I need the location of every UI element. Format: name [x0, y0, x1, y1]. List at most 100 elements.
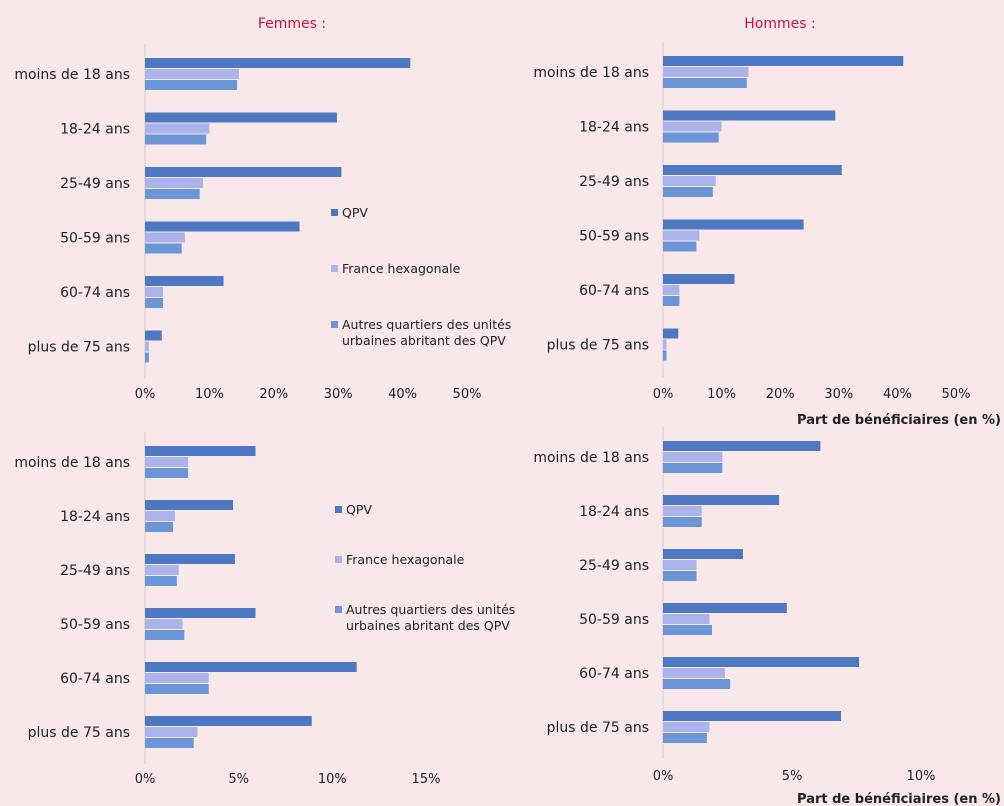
- bar-france-hexagonale: [663, 285, 680, 295]
- category-label: moins de 18 ans: [14, 455, 130, 471]
- bar-france-hexagonale: [145, 69, 240, 79]
- category-label: 18-24 ans: [579, 504, 649, 520]
- x-tick-label: 40%: [388, 387, 417, 402]
- x-tick-label: 5%: [228, 772, 249, 787]
- bar-qpv: [145, 716, 312, 726]
- bar-france-hexagonale: [663, 668, 725, 678]
- category-label: 60-74 ans: [60, 285, 130, 301]
- bar-france-hexagonale: [145, 619, 183, 629]
- bar-autres-quartiers: [145, 352, 149, 363]
- bar-france-hexagonale: [145, 178, 203, 188]
- legends-layer: QPV France hexagonale Autres quartiers des…: [331, 205, 515, 633]
- category-label: plus de 75 ans: [28, 725, 130, 741]
- bar-autres-quartiers: [663, 463, 723, 473]
- x-tick-label: 10%: [707, 387, 736, 402]
- bar-france-hexagonale: [663, 176, 716, 186]
- bar-france-hexagonale: [145, 511, 175, 521]
- x-tick-label: 40%: [883, 387, 912, 402]
- category-label: 25-49 ans: [579, 558, 649, 574]
- bar-france-hexagonale: [663, 67, 749, 77]
- legend-label: France hexagonale: [346, 552, 465, 567]
- bar-autres-quartiers: [663, 350, 667, 361]
- bar-autres-quartiers: [145, 630, 185, 640]
- legend: QPV France hexagonale Autres quartiers des…: [331, 205, 511, 348]
- bar-qpv: [663, 711, 842, 721]
- x-tick-label: 0%: [653, 769, 674, 784]
- x-tick-label: 10%: [195, 387, 224, 402]
- bar-qpv: [145, 500, 234, 510]
- bar-qpv: [663, 441, 821, 451]
- legend: QPV France hexagonale Autres quartiers des…: [335, 502, 515, 633]
- chart-bottom-right: moins de 18 ans 18-24 ans 25-49 ans 50-59 a…: [533, 427, 1001, 806]
- bar-qpv: [663, 110, 836, 121]
- bar-autres-quartiers: [663, 733, 707, 743]
- bar-qpv: [145, 276, 224, 286]
- bar-france-hexagonale: [663, 560, 697, 570]
- category-label: 50-59 ans: [579, 612, 649, 628]
- bar-autres-quartiers: [663, 679, 731, 689]
- bar-autres-quartiers: [663, 132, 719, 143]
- bar-autres-quartiers: [145, 522, 174, 532]
- category-label: plus de 75 ans: [547, 720, 649, 736]
- charts-layer: moins de 18 ans 18-24 ans 25-49 ans 50-59 a…: [14, 42, 1001, 806]
- category-label: 18-24 ans: [60, 122, 130, 138]
- x-axis-title: Part de bénéficiaires (en %): [797, 413, 1001, 428]
- chart-top-right: moins de 18 ans 18-24 ans 25-49 ans 50-59 a…: [533, 42, 1001, 428]
- bar-france-hexagonale: [145, 565, 179, 575]
- x-axis-title: Part de bénéficiaires (en %): [797, 792, 1001, 806]
- bar-france-hexagonale: [663, 506, 702, 516]
- bar-autres-quartiers: [663, 625, 713, 635]
- x-tick-label: 5%: [782, 769, 803, 784]
- x-tick-label: 30%: [824, 387, 853, 402]
- category-label: 50-59 ans: [60, 231, 130, 247]
- bar-france-hexagonale: [663, 339, 667, 350]
- x-tick-label: 20%: [766, 387, 795, 402]
- bar-france-hexagonale: [145, 123, 210, 134]
- x-tick-label: 10%: [907, 769, 936, 784]
- bar-france-hexagonale: [145, 341, 149, 352]
- category-label: 25-49 ans: [60, 563, 130, 579]
- bar-qpv: [663, 328, 679, 339]
- x-tick-label: 50%: [942, 387, 971, 402]
- category-label: 25-49 ans: [579, 174, 649, 190]
- bar-qpv: [145, 662, 357, 672]
- bar-france-hexagonale: [663, 614, 710, 624]
- category-label: 60-74 ans: [60, 671, 130, 687]
- bar-qpv: [663, 495, 780, 505]
- category-label: 60-74 ans: [579, 283, 649, 299]
- bar-qpv: [663, 219, 804, 230]
- bar-autres-quartiers: [145, 80, 238, 90]
- bar-autres-quartiers: [145, 738, 194, 748]
- bar-qpv: [145, 608, 256, 618]
- bar-france-hexagonale: [663, 121, 722, 132]
- header-men: Hommes :: [744, 16, 815, 32]
- bar-france-hexagonale: [145, 287, 164, 297]
- bar-qpv: [145, 330, 162, 341]
- bar-france-hexagonale: [145, 727, 198, 737]
- category-label: 18-24 ans: [60, 509, 130, 525]
- x-tick-label: 10%: [318, 772, 347, 787]
- bar-qpv: [145, 446, 256, 456]
- bar-autres-quartiers: [145, 468, 189, 478]
- x-tick-label: 20%: [259, 387, 288, 402]
- category-label: 25-49 ans: [60, 176, 130, 192]
- category-label: plus de 75 ans: [28, 340, 130, 356]
- bar-autres-quartiers: [663, 241, 697, 252]
- bar-qpv: [663, 165, 842, 175]
- x-tick-label: 15%: [412, 772, 441, 787]
- category-label: 18-24 ans: [579, 120, 649, 136]
- bar-qpv: [663, 549, 743, 559]
- x-tick-label: 0%: [135, 772, 156, 787]
- legend-label: urbaines abritant des QPV: [342, 333, 506, 348]
- bar-autres-quartiers: [663, 571, 697, 581]
- legend-label: Autres quartiers des unités: [342, 317, 511, 332]
- bar-france-hexagonale: [663, 452, 723, 462]
- chart-top-left: moins de 18 ans 18-24 ans 25-49 ans 50-59 a…: [14, 44, 481, 402]
- bar-autres-quartiers: [145, 298, 164, 308]
- bar-qpv: [145, 554, 235, 564]
- chart-bottom-left: moins de 18 ans 18-24 ans 25-49 ans 50-59 a…: [14, 432, 440, 787]
- bar-autres-quartiers: [145, 576, 177, 586]
- bar-france-hexagonale: [145, 673, 209, 683]
- legend-swatch: [335, 506, 342, 513]
